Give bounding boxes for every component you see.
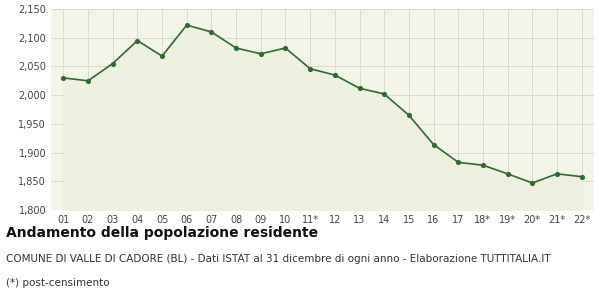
Point: [429, 142, 439, 147]
Point: [305, 66, 315, 71]
Point: [133, 38, 142, 43]
Point: [157, 54, 167, 58]
Point: [478, 163, 488, 168]
Point: [206, 30, 216, 34]
Point: [108, 61, 118, 66]
Point: [577, 174, 586, 179]
Point: [182, 23, 191, 28]
Point: [256, 51, 266, 56]
Point: [454, 160, 463, 165]
Point: [527, 181, 537, 185]
Point: [59, 76, 68, 80]
Point: [330, 73, 340, 77]
Point: [281, 46, 290, 50]
Text: (*) post-censimento: (*) post-censimento: [6, 278, 110, 287]
Point: [232, 46, 241, 50]
Point: [355, 86, 364, 91]
Point: [379, 92, 389, 96]
Text: Andamento della popolazione residente: Andamento della popolazione residente: [6, 226, 318, 241]
Point: [552, 171, 562, 176]
Point: [404, 113, 413, 118]
Point: [83, 78, 93, 83]
Point: [503, 171, 512, 176]
Text: COMUNE DI VALLE DI CADORE (BL) - Dati ISTAT al 31 dicembre di ogni anno - Elabor: COMUNE DI VALLE DI CADORE (BL) - Dati IS…: [6, 254, 551, 263]
